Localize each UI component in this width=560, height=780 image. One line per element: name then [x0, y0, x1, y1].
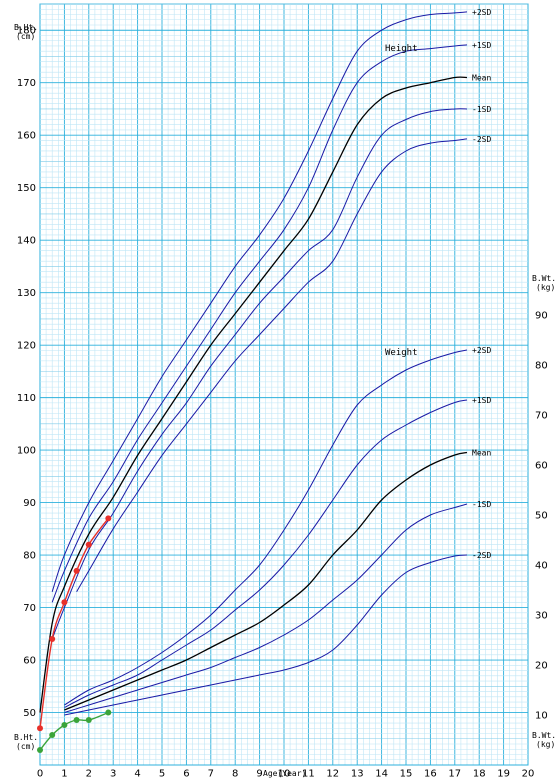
left-tick-label: 50: [23, 708, 36, 719]
weight-curve-plus1sd: [64, 399, 468, 708]
x-tick-label: 8: [232, 769, 238, 780]
x-tick-label: 10: [278, 769, 291, 780]
left-tick-label: 160: [17, 131, 36, 142]
x-tick-label: 0: [37, 769, 43, 780]
weight-curve-label: -1SD: [472, 500, 491, 509]
x-tick-label: 14: [375, 769, 388, 780]
left-axis-bottom-label: B.Ht.: [14, 733, 38, 742]
x-tick-label: 7: [208, 769, 214, 780]
x-tick-label: 6: [183, 769, 189, 780]
patient-weight-point: [49, 732, 56, 738]
x-tick-label: 2: [86, 769, 92, 780]
weight-curve-label: +2SD: [472, 346, 491, 355]
height-curve-label: +1SD: [472, 41, 491, 50]
axis-labels: B.Ht. (cm) B.Ht. (cm) B.Wt. (kg) B.Wt. (…: [14, 23, 556, 780]
x-tick-label: 12: [326, 769, 339, 780]
right-axis-bottom-unit: (kg): [536, 740, 555, 749]
left-axis-top-label: B.Ht.: [14, 23, 38, 32]
patient-weight-point: [37, 747, 43, 753]
x-tick-label: 16: [424, 769, 437, 780]
weight-curve-plus2sd: [64, 349, 468, 706]
x-axis-label: Age(Year): [263, 769, 306, 778]
weight-curve-minus2sd: [64, 554, 468, 716]
patient-weight-point: [73, 717, 80, 723]
left-tick-label: 70: [23, 603, 36, 614]
reference-curves: +2SD +1SD Mean -1SD -2SD +2SD +1SD Mean -1SD -2SD: [39, 8, 491, 716]
patient-weight-point: [105, 709, 112, 716]
left-tick-label: 150: [17, 183, 36, 194]
weight-curve-minus1sd: [64, 503, 468, 713]
x-tick-label: 17: [448, 769, 461, 780]
height-curve-plus2sd: [51, 11, 468, 592]
right-tick-label: 40: [535, 561, 548, 572]
left-tick-label: 60: [23, 656, 36, 667]
x-tick-label: 18: [473, 769, 486, 780]
right-axis-top-label: B.Wt.: [532, 274, 556, 283]
left-tick-label: 100: [17, 446, 36, 457]
patient-data: [37, 515, 112, 753]
weight-curve-mean: [64, 451, 468, 711]
left-tick-label: 170: [17, 78, 36, 89]
weight-title: Weight: [385, 348, 418, 358]
height-title: Height: [385, 44, 418, 54]
right-tick-label: 30: [535, 611, 548, 622]
left-axis-bottom-unit: (cm): [16, 742, 35, 751]
x-tick-label: 19: [497, 769, 510, 780]
grid: [39, 3, 529, 766]
height-curve-minus2sd: [76, 138, 468, 593]
patient-height-point: [37, 725, 43, 732]
x-tick-label: 11: [302, 769, 315, 780]
weight-curve-label: Mean: [472, 449, 491, 458]
x-tick-label: 15: [400, 769, 413, 780]
patient-weight-point: [61, 722, 68, 728]
height-curve-label: -2SD: [472, 135, 491, 144]
right-axis-top-unit: (kg): [536, 283, 555, 292]
height-curve-minus1sd: [51, 108, 468, 640]
right-tick-label: 60: [535, 461, 548, 472]
right-tick-label: 70: [535, 411, 548, 422]
right-tick-label: 90: [535, 311, 548, 322]
x-tick-label: 13: [351, 769, 364, 780]
x-tick-label: 9: [256, 769, 262, 780]
left-tick-label: 90: [23, 498, 36, 509]
left-tick-label: 130: [17, 288, 36, 299]
x-tick-label: 5: [159, 769, 165, 780]
left-tick-label: 110: [17, 393, 36, 404]
left-tick-label: 80: [23, 551, 36, 562]
left-tick-label: 180: [17, 26, 36, 37]
right-tick-label: 20: [535, 661, 548, 672]
x-tick-label: 4: [134, 769, 140, 780]
left-tick-label: 140: [17, 236, 36, 247]
patient-height-point: [49, 636, 56, 643]
height-curve-label: Mean: [472, 73, 491, 82]
weight-curve-label: -2SD: [472, 551, 491, 560]
left-tick-label: 120: [17, 341, 36, 352]
right-tick-label: 50: [535, 511, 548, 522]
patient-height-point: [61, 599, 68, 606]
right-axis-bottom-label: B.Wt.: [532, 731, 556, 740]
patient-height-point: [105, 515, 112, 522]
patient-height-point: [73, 567, 80, 574]
patient-weight-point: [85, 717, 92, 723]
x-tick-label: 20: [522, 769, 535, 780]
right-tick-label: 10: [535, 711, 548, 722]
x-tick-label: 1: [61, 769, 67, 780]
weight-curve-label: +1SD: [472, 396, 491, 405]
patient-height-point: [85, 541, 92, 548]
height-curve-mean: [39, 76, 468, 713]
height-curve-label: -1SD: [472, 105, 491, 114]
right-tick-label: 80: [535, 361, 548, 372]
height-curve-label: +2SD: [472, 8, 491, 17]
height-curve-plus1sd: [51, 44, 468, 603]
left-axis-top-unit: (cm): [16, 32, 35, 41]
x-tick-label: 3: [110, 769, 116, 780]
